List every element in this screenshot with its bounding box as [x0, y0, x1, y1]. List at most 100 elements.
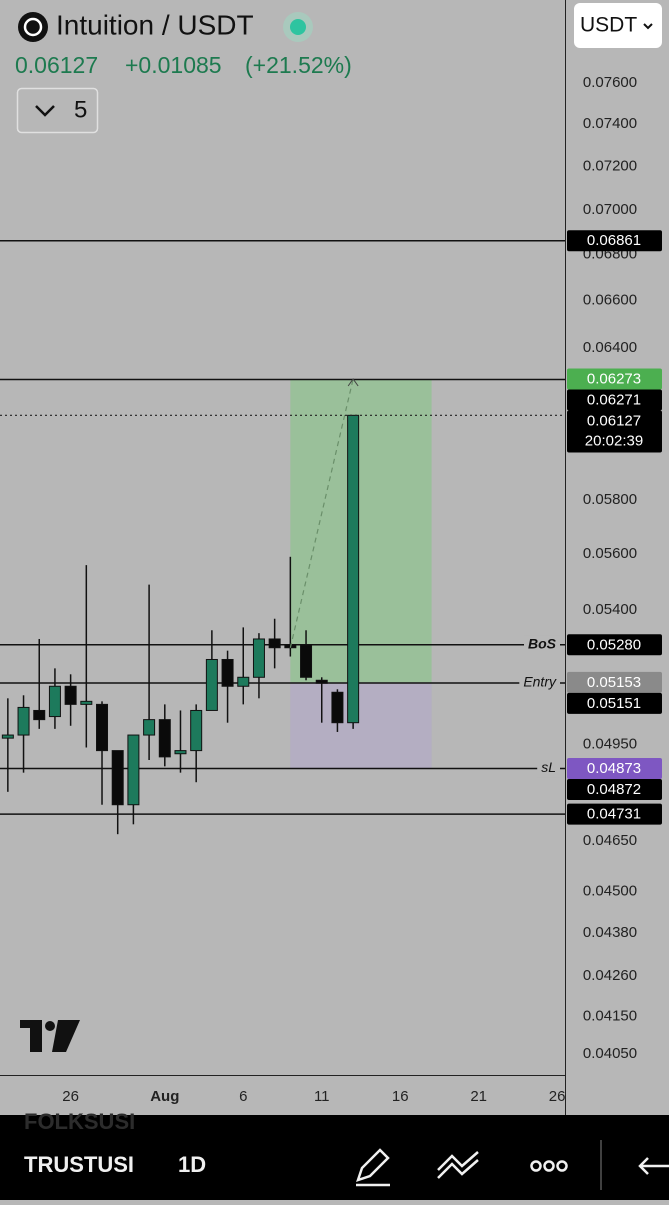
x-tick-label: 21 [470, 1088, 487, 1105]
price-badge-label: 0.06273 [587, 370, 641, 387]
logo [18, 12, 48, 42]
price-badge [567, 634, 662, 656]
projection-arrowhead [347, 378, 359, 387]
symbol: Intuition / USDT [56, 9, 254, 40]
price-badge [567, 692, 662, 714]
currency-box [574, 3, 662, 48]
candle-body [252, 638, 265, 678]
currency-chevron [643, 23, 653, 30]
y-tick-label: 0.05800 [583, 491, 637, 508]
candle-body [111, 750, 124, 806]
y-tick-label: 0.07200 [583, 157, 637, 174]
candle-body [143, 719, 156, 736]
countdown: 20:02:39 [585, 432, 643, 449]
back-button[interactable] [638, 1157, 669, 1175]
candle-body [300, 644, 313, 678]
price-badge-label: 0.04731 [587, 806, 641, 823]
level-label-bg [537, 759, 560, 778]
logo-part [52, 1020, 80, 1052]
pencil-icon [356, 1148, 390, 1182]
trend-icon [437, 1159, 479, 1179]
toggle-box [16, 87, 99, 134]
candle-body [237, 676, 250, 687]
symbol-tab[interactable]: FOLKSUSI [24, 1109, 135, 1134]
price-badge [567, 368, 662, 390]
price-badge-label: 0.05151 [587, 695, 641, 712]
price-badge-label: 0.06127 [587, 412, 641, 429]
candle-body [127, 734, 140, 806]
chevron-icon [35, 105, 55, 117]
x-tick-label: 6 [239, 1088, 247, 1105]
y-tick-label: 0.07400 [583, 115, 637, 132]
x-tick-label: Aug [150, 1088, 179, 1105]
candle-body [1, 734, 14, 739]
change: +0.01085 [125, 52, 222, 78]
candle-body [33, 709, 46, 721]
level-label: BoS [528, 636, 557, 652]
candle-body [221, 658, 234, 687]
indicator-count: 5 [74, 96, 87, 123]
status-dot [290, 19, 306, 35]
symbol-tab[interactable]: TRUSTUSI [24, 1152, 134, 1177]
indicator-toggle[interactable]: 5 [16, 87, 99, 134]
dot [556, 1160, 568, 1172]
logo-part [30, 1020, 42, 1052]
y-tick-label: 0.04050 [583, 1045, 637, 1062]
y-tick-label: 0.04650 [583, 832, 637, 849]
candle-body [331, 691, 344, 724]
profit-zone [290, 378, 432, 683]
x-tick-label: 26 [62, 1088, 79, 1105]
logo-ring [23, 17, 43, 37]
price-badge [567, 779, 662, 801]
loss-zone [290, 682, 432, 769]
fade-mask [148, 1140, 160, 1190]
more-button[interactable] [530, 1160, 568, 1172]
level-label: sL [541, 759, 556, 775]
price-badge [567, 803, 662, 825]
candle-body [48, 685, 61, 718]
y-tick-label: 0.05600 [583, 545, 637, 562]
y-tick-label: 0.04950 [583, 735, 637, 752]
change-pct: (+21.52%) [245, 52, 352, 78]
x-tick-label: 26 [549, 1088, 566, 1105]
price-badge [567, 410, 662, 453]
plot: BoS Entry sL [0, 240, 565, 835]
axes: 0.076000.074000.072000.070000.068000.066… [62, 74, 662, 1105]
y-tick-label: 0.06600 [583, 292, 637, 309]
price-badge-label: 0.06861 [587, 232, 641, 249]
candle-body [315, 679, 328, 684]
currency-button[interactable]: USDT [574, 3, 662, 48]
y-tick-label: 0.04380 [583, 924, 637, 941]
candle-body [268, 638, 281, 649]
candle-body [17, 706, 30, 736]
price-badge-label: 0.05153 [587, 674, 641, 691]
level-label-bg [519, 673, 560, 692]
candle-body [174, 750, 187, 755]
trend-icon [437, 1151, 479, 1171]
candle-body [158, 719, 171, 758]
price-badge-label: 0.04873 [587, 760, 641, 777]
candle-body [190, 709, 203, 752]
level-label: Entry [523, 674, 557, 690]
price: 0.06127 [15, 52, 98, 78]
interval[interactable]: 1D [178, 1152, 206, 1177]
price-badge-label: 0.05280 [587, 636, 641, 653]
candle-body [347, 414, 360, 724]
price-badge [567, 389, 662, 411]
x-tick-label: 16 [392, 1088, 409, 1105]
y-tick-label: 0.07600 [583, 74, 637, 91]
draw-button[interactable] [356, 1148, 390, 1187]
y-tick-label: 0.04150 [583, 1007, 637, 1024]
price-badge-label: 0.04872 [587, 781, 641, 798]
dot [543, 1160, 555, 1172]
y-tick-label: 0.06400 [583, 339, 637, 356]
logo-part [45, 1021, 55, 1031]
tv-logo [20, 1020, 80, 1052]
candle-body [96, 703, 109, 752]
bottom-bar [0, 1115, 669, 1200]
x-tick-label: 11 [314, 1088, 330, 1105]
trend-button[interactable] [437, 1151, 479, 1179]
candle-body [80, 700, 93, 705]
